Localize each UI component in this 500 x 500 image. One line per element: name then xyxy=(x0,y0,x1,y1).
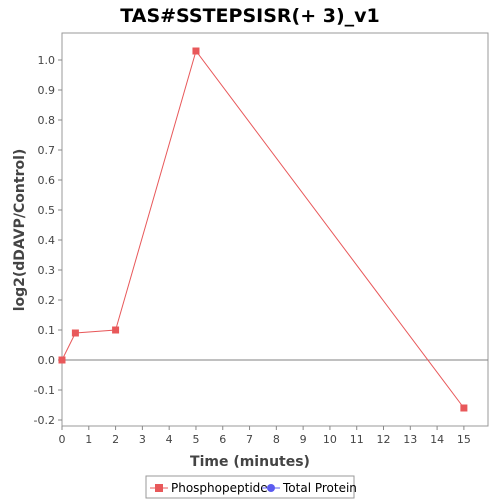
y-tick-label: 0.8 xyxy=(38,114,56,127)
y-tick-label: 0.7 xyxy=(38,144,56,157)
y-tick-label: 1.0 xyxy=(38,54,56,67)
x-tick-label: 12 xyxy=(377,433,391,446)
data-point xyxy=(460,404,468,412)
y-tick-label: 0.4 xyxy=(38,234,56,247)
y-tick-label: -0.1 xyxy=(34,384,55,397)
y-tick-label: 0.0 xyxy=(38,354,56,367)
chart-title: TAS#SSTEPSISR(+ 3)_v1 xyxy=(120,5,379,27)
y-tick-label: -0.2 xyxy=(34,414,55,427)
x-tick-label: 11 xyxy=(350,433,364,446)
y-tick-label: 0.1 xyxy=(38,324,56,337)
x-tick-label: 2 xyxy=(112,433,119,446)
data-point xyxy=(58,356,66,364)
legend-box xyxy=(145,475,355,499)
legend: Phosphopeptide Total Protein xyxy=(145,475,357,499)
x-tick-label: 0 xyxy=(59,433,66,446)
legend-total-protein-marker xyxy=(267,484,275,492)
x-tick-label: 15 xyxy=(457,433,471,446)
x-tick-label: 8 xyxy=(273,433,280,446)
plot-area xyxy=(61,32,489,427)
y-tick-label: 0.6 xyxy=(38,174,56,187)
y-tick-label: 0.3 xyxy=(38,264,56,277)
y-axis-label: log2(dDAVP/Control) xyxy=(12,149,28,312)
x-tick-label: 9 xyxy=(300,433,307,446)
x-tick-label: 5 xyxy=(192,433,199,446)
y-tick-label: 0.2 xyxy=(38,294,56,307)
x-tick-label: 6 xyxy=(219,433,226,446)
legend-phosphopeptide-label: Phosphopeptide xyxy=(171,481,268,495)
legend-total-protein-label: Total Protein xyxy=(282,481,357,495)
x-tick-label: 14 xyxy=(430,433,444,446)
x-tick-label: 3 xyxy=(139,433,146,446)
y-tick-label: 0.9 xyxy=(38,84,56,97)
data-point xyxy=(192,47,200,55)
y-tick-label: 0.5 xyxy=(38,204,56,217)
x-tick-label: 10 xyxy=(323,433,337,446)
x-tick-label: 4 xyxy=(166,433,173,446)
x-tick-label: 7 xyxy=(246,433,253,446)
x-tick-label: 13 xyxy=(403,433,417,446)
legend-phosphopeptide-marker xyxy=(155,484,163,492)
data-point xyxy=(112,326,120,334)
data-point xyxy=(71,329,79,337)
x-axis-label: Time (minutes) xyxy=(190,454,310,470)
x-tick-label: 1 xyxy=(85,433,92,446)
